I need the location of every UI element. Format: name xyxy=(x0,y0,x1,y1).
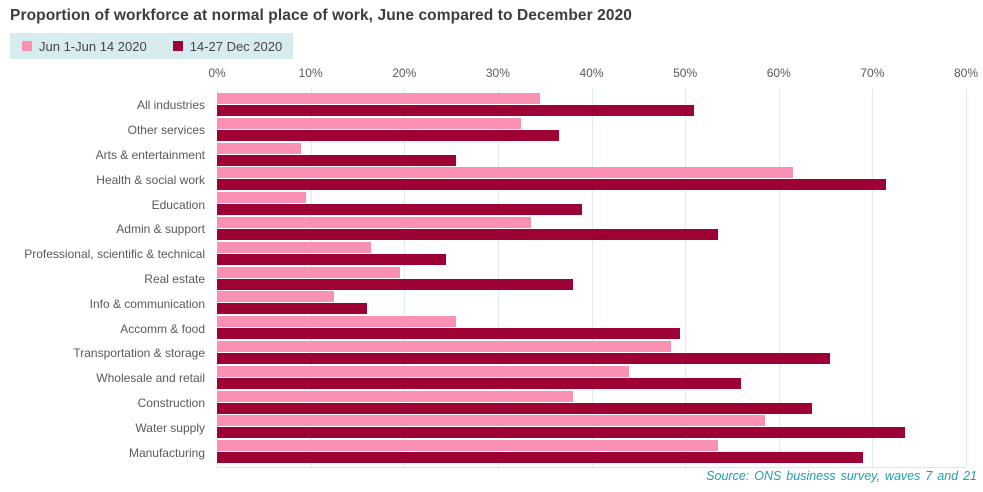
bar-row xyxy=(217,216,966,242)
gridline xyxy=(872,88,874,467)
x-axis-tick-label: 80% xyxy=(953,66,979,80)
bar-june-7[interactable] xyxy=(217,266,400,278)
category-label: Accomm & food xyxy=(120,321,205,336)
legend-swatch-june xyxy=(22,41,32,51)
bar-december-14[interactable] xyxy=(217,452,863,464)
legend-label-june: Jun 1-Jun 14 2020 xyxy=(39,38,147,54)
bar-row xyxy=(217,291,966,316)
gridline xyxy=(404,88,406,467)
gridline xyxy=(966,88,967,467)
bar-rows xyxy=(217,93,966,465)
category-label: Admin & support xyxy=(116,222,205,237)
bar-december-7[interactable] xyxy=(217,278,573,290)
x-axis-tick-label: 10% xyxy=(298,66,323,80)
bar-december-5[interactable] xyxy=(217,228,718,240)
bar-june-14[interactable] xyxy=(217,440,718,452)
category-label: Transportation & storage xyxy=(73,346,205,361)
x-axis-tick-label: 60% xyxy=(766,66,791,80)
bar-june-10[interactable] xyxy=(217,340,672,352)
category-label: Wholesale and retail xyxy=(96,371,205,386)
bar-june-11[interactable] xyxy=(217,365,629,377)
bar-december-6[interactable] xyxy=(217,253,447,265)
bar-december-9[interactable] xyxy=(217,328,681,340)
category-label: Professional, scientific & technical xyxy=(24,247,205,262)
bar-december-4[interactable] xyxy=(217,204,583,216)
gridline xyxy=(591,88,593,467)
chart-title: Proportion of workforce at normal place … xyxy=(10,7,633,24)
category-label: Construction xyxy=(137,395,205,410)
source-note: Source: ONS business survey, waves 7 and… xyxy=(706,469,977,483)
legend-label-december: 14-27 Dec 2020 xyxy=(189,38,283,54)
category-label: Education xyxy=(151,197,205,212)
bar-row xyxy=(217,415,966,440)
bar-december-12[interactable] xyxy=(217,402,812,414)
bar-june-1[interactable] xyxy=(217,117,522,129)
category-label: Water supply xyxy=(135,420,205,435)
bar-row xyxy=(217,440,966,465)
bar-row xyxy=(217,192,966,217)
plot-area xyxy=(217,88,967,468)
bar-row xyxy=(217,167,966,192)
x-axis: 0% 10% 20% 30% 40% 50% 60% 70% 80% xyxy=(208,66,978,82)
category-label: Other services xyxy=(127,123,205,138)
bar-row xyxy=(217,266,966,292)
category-label: Manufacturing xyxy=(128,445,205,460)
bar-june-13[interactable] xyxy=(217,415,765,427)
bar-december-13[interactable] xyxy=(217,427,906,439)
bar-june-4[interactable] xyxy=(217,192,306,204)
gridline xyxy=(685,88,687,467)
category-label: Info & communication xyxy=(89,296,205,311)
bar-row xyxy=(217,93,966,118)
x-axis-tick-label: 70% xyxy=(860,66,885,80)
bar-row xyxy=(217,365,966,391)
bar-june-6[interactable] xyxy=(217,241,372,253)
bar-december-1[interactable] xyxy=(217,129,559,141)
bar-december-0[interactable] xyxy=(217,105,695,116)
bar-row xyxy=(217,340,966,366)
bar-row xyxy=(217,316,966,341)
bar-row xyxy=(217,390,966,416)
category-label: Health & social work xyxy=(96,172,205,187)
legend-item-december[interactable]: 14-27 Dec 2020 xyxy=(172,38,283,54)
bar-row xyxy=(217,241,966,267)
legend-swatch-december xyxy=(172,41,183,51)
bar-june-12[interactable] xyxy=(217,390,573,402)
x-axis-tick-label: 30% xyxy=(485,66,510,80)
legend-item-june[interactable]: Jun 1-Jun 14 2020 xyxy=(22,39,147,54)
legend: Jun 1-Jun 14 2020 14-27 Dec 2020 xyxy=(10,33,293,59)
bar-june-5[interactable] xyxy=(217,216,531,228)
bar-june-3[interactable] xyxy=(217,167,793,179)
bar-june-2[interactable] xyxy=(217,142,302,154)
bar-december-2[interactable] xyxy=(217,154,456,166)
bar-december-10[interactable] xyxy=(217,352,831,364)
bar-june-9[interactable] xyxy=(217,316,456,328)
bar-row xyxy=(217,142,966,168)
x-axis-tick-label: 20% xyxy=(392,66,417,80)
gridline xyxy=(778,88,780,467)
category-label: All industries xyxy=(136,98,205,113)
category-label: Real estate xyxy=(144,271,205,286)
x-axis-tick-label: 40% xyxy=(579,66,604,80)
bar-june-8[interactable] xyxy=(217,291,335,303)
x-axis-tick-label: 50% xyxy=(673,66,698,80)
y-axis-category-labels: All industries Other services Arts & enter… xyxy=(0,93,217,465)
x-axis-tick-label: 0% xyxy=(208,66,226,80)
bar-row xyxy=(217,117,966,143)
bar-december-3[interactable] xyxy=(217,179,887,191)
gridline xyxy=(497,88,499,467)
bar-december-8[interactable] xyxy=(217,303,367,315)
bar-june-0[interactable] xyxy=(217,93,540,104)
bar-december-11[interactable] xyxy=(217,377,742,389)
category-label: Arts & entertainment xyxy=(95,147,205,162)
